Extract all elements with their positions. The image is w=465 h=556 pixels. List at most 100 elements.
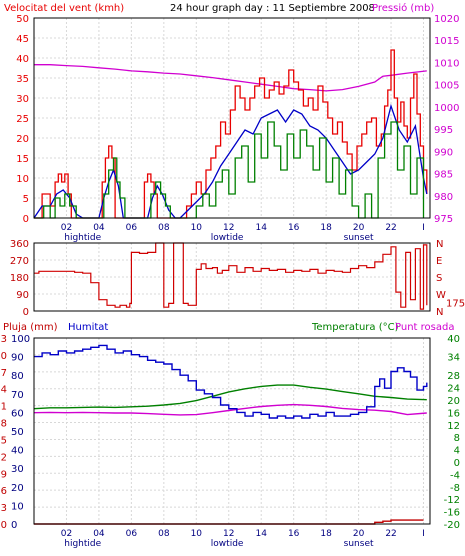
wind-y-tick-label: 20 — [16, 134, 29, 145]
humidity-y-tick-label: 90 — [11, 353, 24, 364]
x-tick-label: 02 — [61, 223, 72, 233]
pressure-y-tick-label: 1005 — [434, 81, 459, 92]
wind-y-tick-label: 10 — [16, 174, 29, 185]
rain-y-tick-label: 6 — [1, 486, 7, 497]
pressure-y-tick-label: 995 — [434, 125, 453, 136]
pressure-y-tick-label: 985 — [434, 170, 453, 181]
tide-annotation: sunset — [344, 539, 374, 549]
x-tick-label: 08 — [158, 223, 170, 233]
x-tick-label: 20 — [353, 529, 365, 539]
humidity-y-tick-label: 100 — [11, 334, 30, 345]
direction-y-tick-label: 90 — [16, 290, 29, 301]
temperature-y-tick-label: 28 — [447, 371, 460, 382]
x-tick-label: 22 — [385, 529, 396, 539]
x-tick-label: 04 — [93, 223, 105, 233]
rain-axis-title: Pluja (mm) — [3, 322, 58, 333]
rain-y-tick-label: 27 — [0, 368, 7, 379]
x-tick-label: 04 — [93, 529, 105, 539]
humidity-y-tick-label: 20 — [11, 483, 24, 494]
pressure-y-tick-label: 1015 — [434, 36, 459, 47]
direction-y-tick-label: 360 — [10, 239, 29, 250]
direction-plot-frame — [33, 242, 431, 312]
wind-y-tick-label: 0 — [23, 214, 29, 225]
rain-y-tick-label: 21 — [0, 402, 7, 413]
series-line-temperature — [33, 384, 427, 410]
rain-y-tick-label: 12 — [0, 452, 7, 463]
x-tick-label: 18 — [320, 529, 332, 539]
x-tick-label: 08 — [158, 529, 170, 539]
wind-plot-frame — [33, 17, 431, 219]
x-tick-label: 14 — [255, 529, 267, 539]
rain-y-tick-label: 9 — [1, 469, 7, 480]
compass-label: N — [436, 307, 443, 318]
x-tick-label: 18 — [320, 223, 332, 233]
wind-y-tick-label: 40 — [16, 54, 29, 65]
series-line-max — [34, 49, 428, 219]
temperature-y-tick-label: -16 — [444, 508, 460, 519]
temperature-y-tick-label: 16 — [447, 408, 460, 419]
temperature-y-tick-label: -4 — [450, 470, 460, 481]
pressure-y-tick-label: 1000 — [434, 103, 459, 114]
x-tick-label: 10 — [191, 529, 203, 539]
wind-y-tick-label: 15 — [16, 154, 29, 165]
chart-title: 24 hour graph day : 11 Septiembre 2008 — [170, 3, 375, 14]
rain-y-tick-label: 3 — [1, 503, 7, 514]
temperature-y-tick-label: 34 — [447, 353, 460, 364]
wind-y-tick-label: 35 — [16, 74, 29, 85]
pressure-axis-title: Pressió (mb) — [372, 2, 434, 14]
x-tick-label: I — [422, 529, 425, 539]
humidity-y-tick-label: 30 — [11, 464, 24, 475]
humidity-y-tick-label: 0 — [11, 520, 17, 531]
humidity-temperature-panel: 0369121518212427303301020304050607080901… — [0, 334, 460, 549]
wind-y-tick-label: 50 — [16, 14, 29, 25]
temperature-y-tick-label: 12 — [447, 421, 460, 432]
rain-y-tick-label: 15 — [0, 435, 7, 446]
humidity-y-tick-label: 10 — [11, 501, 24, 512]
wind-y-tick-label: 45 — [16, 34, 29, 45]
tide-annotation: lowtide — [211, 539, 244, 549]
x-tick-label: 12 — [223, 223, 234, 233]
temperature-axis-title: Temperatura (°C) — [311, 322, 399, 333]
x-tick-label: 14 — [255, 223, 267, 233]
humidity-y-tick-label: 60 — [11, 408, 24, 419]
x-tick-label: 06 — [126, 529, 138, 539]
tide-annotation: sunset — [344, 233, 374, 243]
temperature-y-tick-label: 0 — [454, 458, 460, 469]
x-tick-label: 12 — [223, 529, 234, 539]
humidity-y-tick-label: 80 — [11, 371, 24, 382]
compass-label: W — [436, 290, 446, 301]
rain-y-tick-label: 0 — [1, 520, 7, 531]
x-tick-label: 20 — [353, 223, 365, 233]
direction-y-tick-label: 0 — [23, 307, 29, 318]
humidity-y-tick-label: 70 — [11, 390, 24, 401]
pressure-y-tick-label: 990 — [434, 147, 453, 158]
temperature-y-tick-label: -12 — [444, 495, 460, 506]
temperature-y-tick-label: 8 — [454, 433, 460, 444]
series-line-avg — [33, 103, 428, 219]
compass-label: E — [436, 256, 442, 267]
x-tick-label: 06 — [126, 223, 138, 233]
x-tick-label: I — [422, 223, 425, 233]
wind-axis-title: Velocitat del vent (kmh) — [4, 3, 124, 14]
series-line-humidity — [34, 344, 428, 419]
temperature-y-tick-label: 4 — [454, 446, 460, 457]
humidity-axis-title: Humitat — [68, 322, 108, 333]
direction-extra-label: 175 — [446, 299, 465, 310]
wind-y-tick-label: 5 — [23, 194, 29, 205]
x-tick-label: 10 — [191, 223, 203, 233]
x-tick-label: 02 — [61, 529, 72, 539]
humidity-y-tick-label: 50 — [11, 427, 24, 438]
temperature-y-tick-label: 40 — [447, 334, 460, 345]
tide-annotation: hightide — [64, 539, 101, 549]
tide-annotation: lowtide — [211, 233, 244, 243]
ht-plot-frame — [33, 337, 431, 525]
wind-pressure-panel: 0510152025303540455097598098599099510001… — [16, 14, 459, 243]
rain-y-tick-label: 24 — [0, 385, 7, 396]
pressure-y-tick-label: 1010 — [434, 58, 459, 69]
wind-y-tick-label: 30 — [16, 94, 29, 105]
rain-y-tick-label: 33 — [0, 334, 7, 345]
series-line-pressure — [34, 64, 427, 92]
humidity-y-tick-label: 40 — [11, 446, 24, 457]
